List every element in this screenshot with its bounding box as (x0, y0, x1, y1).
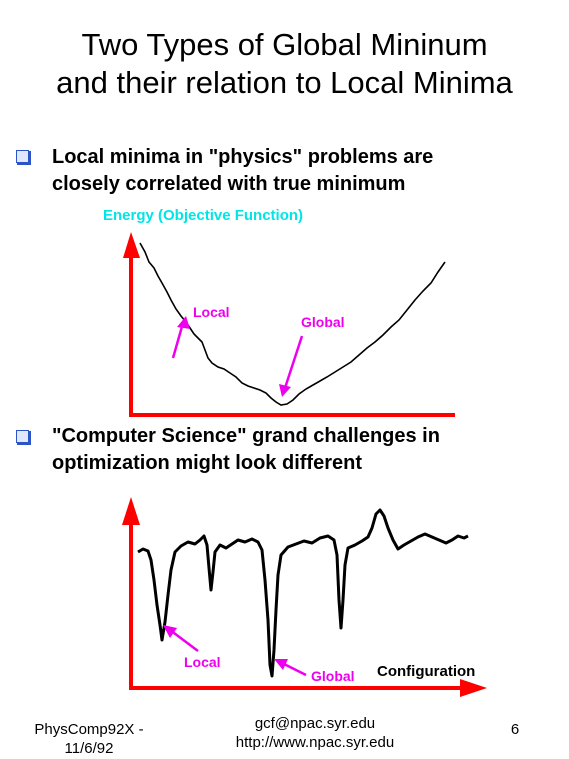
local-arrow (169, 629, 199, 652)
x-axis-arrowhead (460, 679, 487, 697)
footer-email: gcf@npac.syr.edu (254, 715, 376, 732)
slide-title: Two Types of Global Mininum and their re… (0, 26, 569, 102)
diagram-1-ylabel: Energy (Objective Function) (103, 207, 304, 224)
diagram-1-axes (123, 232, 455, 417)
bullet-2-line-2: optimization might look different (52, 452, 362, 474)
global-arrowhead (274, 659, 288, 670)
global-arrow (281, 661, 307, 677)
bullet-icon (16, 430, 31, 445)
y-axis-arrowhead (122, 497, 140, 525)
global-arrow (283, 335, 304, 389)
bullet-text-physics: Local minima in "physics" problems are c… (52, 144, 433, 198)
computer-science-energy-curve (137, 508, 469, 678)
physics-energy-curve (139, 242, 446, 406)
diagram-1-global-label: Global (301, 314, 345, 330)
local-arrowhead (163, 625, 177, 638)
footer-course: PhysComp92X - (34, 721, 144, 738)
y-axis-arrowhead (123, 232, 140, 258)
bullet-2-line-1: "Computer Science" grand challenges in (52, 425, 440, 447)
global-arrowhead (279, 384, 291, 397)
footer-url: http://www.npac.syr.edu (235, 734, 395, 751)
bullet-text-computer-science: "Computer Science" grand challenges in o… (52, 423, 440, 477)
diagram-2-local-label: Local (184, 654, 221, 670)
local-arrow (171, 322, 185, 359)
title-line-2: and their relation to Local Minima (56, 65, 513, 100)
footer-contact: gcf@npac.syr.edu http://www.npac.syr.edu (190, 714, 440, 752)
diagram-2-axes (122, 497, 487, 697)
page-number: 6 (510, 721, 520, 738)
bullet-1-line-2: closely correlated with true minimum (52, 173, 406, 195)
bullet-icon (16, 150, 31, 165)
footer-date: 11/6/92 (64, 740, 114, 757)
local-arrowhead (177, 316, 190, 329)
diagram-2-xlabel: Configuration (377, 663, 476, 680)
footer-course-date: PhysComp92X - 11/6/92 (14, 720, 164, 758)
diagram-2-global-label: Global (311, 668, 355, 684)
title-line-1: Two Types of Global Mininum (81, 27, 488, 62)
bullet-1-line-1: Local minima in "physics" problems are (52, 146, 434, 168)
diagram-1-local-label: Local (193, 304, 230, 320)
